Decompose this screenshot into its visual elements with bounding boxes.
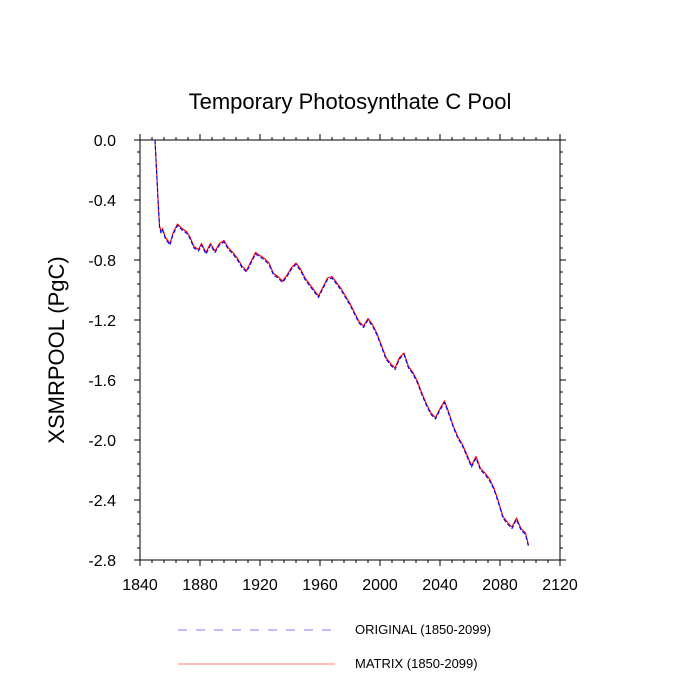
x-tick-labels: 1840 1880 1920 1960 2000 2040 2080 2120 <box>122 577 578 594</box>
y-tick-label: -2.4 <box>88 493 116 510</box>
y-tick-label: -1.2 <box>88 313 116 330</box>
series-lines <box>154 139 530 547</box>
y-tick-label: -1.6 <box>88 373 116 390</box>
y-tick-label: -2.8 <box>88 553 116 570</box>
series-line-matrix <box>154 139 530 546</box>
x-tick-label: 2040 <box>422 577 458 594</box>
x-tick-label: 2120 <box>542 577 578 594</box>
y-tick-label: -0.8 <box>88 253 116 270</box>
plot-frame <box>139 139 561 561</box>
axis-ticks <box>134 134 566 566</box>
legend: ORIGINAL (1850-2099) MATRIX (1850-2099) <box>178 622 491 671</box>
x-tick-label: 2080 <box>482 577 518 594</box>
chart-title: Temporary Photosynthate C Pool <box>189 89 512 114</box>
legend-label-original: ORIGINAL (1850-2099) <box>355 622 491 637</box>
x-tick-label: 1920 <box>242 577 278 594</box>
series-line-original <box>154 139 530 547</box>
y-tick-label: 0.0 <box>94 133 116 150</box>
y-tick-labels: 0.0 -0.4 -0.8 -1.2 -1.6 -2.0 -2.4 -2.8 <box>88 133 116 570</box>
x-tick-label: 1960 <box>302 577 338 594</box>
y-axis-label: XSMRPOOL (PgC) <box>44 256 69 443</box>
x-tick-label: 1840 <box>122 577 158 594</box>
x-tick-label: 2000 <box>362 577 398 594</box>
y-tick-label: -0.4 <box>88 193 116 210</box>
x-tick-label: 1880 <box>182 577 218 594</box>
y-tick-label: -2.0 <box>88 433 116 450</box>
legend-label-matrix: MATRIX (1850-2099) <box>355 656 478 671</box>
